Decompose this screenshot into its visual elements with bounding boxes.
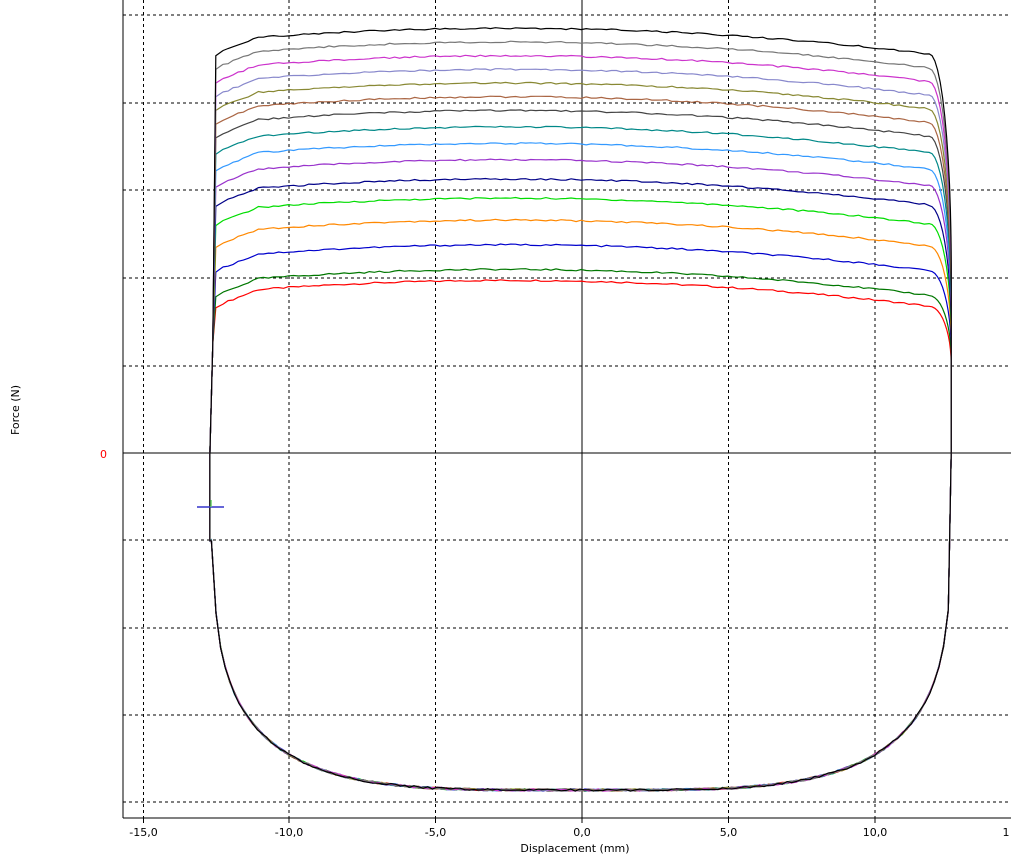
series-line-4 — [209, 218, 952, 792]
x-tick-labels: -15,0 -10,0 -5,0 0,0 5,0 10,0 1 — [129, 826, 1009, 839]
series-line-2 — [209, 268, 952, 792]
series-line-11 — [209, 95, 952, 792]
series-line-8 — [209, 142, 952, 792]
series-line-16 — [209, 27, 952, 792]
series-line-14 — [209, 54, 952, 792]
series-line-7 — [209, 158, 952, 792]
series-line-3 — [209, 243, 952, 792]
x-tick-label-4: 5,0 — [720, 826, 738, 839]
series-line-5 — [209, 196, 952, 792]
series-lines — [209, 27, 952, 792]
grid-lines — [123, 0, 1011, 818]
x-tick-label-1: -10,0 — [275, 826, 303, 839]
series-line-13 — [209, 68, 952, 792]
x-tick-label-6: 1 — [1003, 826, 1010, 839]
x-tick-label-3: 0,0 — [573, 826, 591, 839]
x-axis-title: Displacement (mm) — [520, 842, 629, 855]
series-line-10 — [209, 109, 952, 792]
y-zero-label: 0 — [100, 448, 107, 461]
series-line-12 — [209, 81, 952, 792]
x-tick-label-0: -15,0 — [129, 826, 157, 839]
y-axis-title: Force (N) — [9, 385, 22, 435]
series-line-1 — [209, 279, 952, 792]
series-line-6 — [209, 177, 952, 792]
x-tick-label-2: -5,0 — [425, 826, 446, 839]
x-tick-label-5: 10,0 — [863, 826, 888, 839]
axes — [122, 0, 1011, 823]
series-line-15 — [209, 40, 952, 792]
